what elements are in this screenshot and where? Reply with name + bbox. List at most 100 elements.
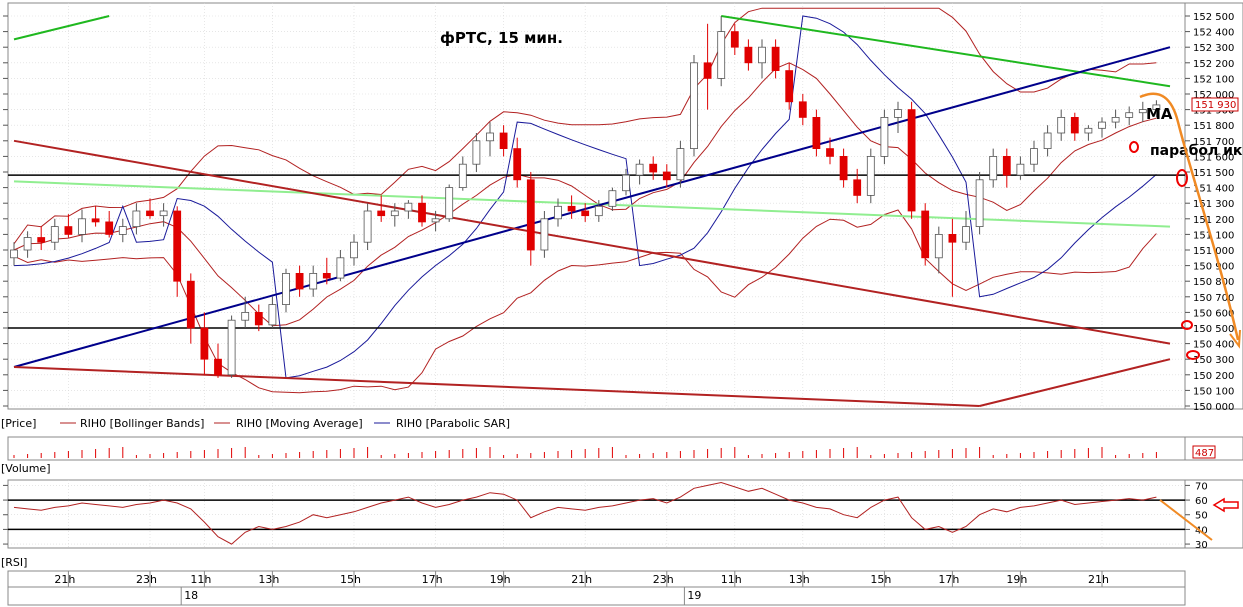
time-tick-label: 19h (1006, 573, 1027, 586)
parabolic-sar-line (13, 15, 1157, 379)
last-price-label: 151 930 (1195, 100, 1236, 111)
rsi-line (13, 481, 1157, 545)
time-axis-ticks: 21h 23h 11h 13h 15h 17h 19h 21h 23h 11h 13h 15h 17h 1… (54, 571, 1109, 605)
time-tick-label: 17h (422, 573, 443, 586)
candle-body (921, 210, 930, 259)
candle-body (676, 148, 685, 181)
candle-body (1125, 112, 1134, 118)
candle-body (186, 280, 195, 329)
price-tick-label: 151 100 (1193, 230, 1234, 241)
price-tick-label: 151 700 (1193, 137, 1234, 148)
candle-body (200, 327, 209, 360)
candle-body (227, 319, 236, 376)
trend-line (13, 366, 980, 407)
time-tick-label: 15h (870, 573, 891, 586)
candle-body (975, 179, 984, 228)
price-tick-label: 152 300 (1193, 43, 1234, 54)
price-tick-label: 152 100 (1193, 74, 1234, 85)
forecast-arrowhead (1229, 329, 1241, 349)
candle-body (962, 226, 970, 243)
candle-body (146, 210, 154, 217)
price-tick-label: 150 600 (1193, 308, 1234, 319)
price-tick-label: 152 200 (1193, 59, 1234, 70)
price-tick-label: 150 300 (1193, 355, 1234, 366)
legend-sar: RIH0 [Parabolic SAR] (396, 417, 510, 430)
candle-body (730, 31, 739, 48)
rsi-tick-label: 70 (1195, 481, 1208, 492)
candle-body (948, 233, 957, 243)
time-tick-label: 21h (571, 573, 592, 586)
forecast-arrow (1139, 92, 1240, 341)
candle-body (336, 257, 345, 279)
candle-body (350, 241, 358, 259)
level-marker-3 (1186, 350, 1200, 360)
candle-body (363, 210, 372, 243)
legend-bb: RIH0 [Bollinger Bands] (80, 417, 204, 430)
price-tick-label: 150 900 (1193, 262, 1234, 273)
candle-body (526, 179, 535, 251)
volume-value-box (1192, 445, 1216, 459)
ma-annotation: МА (1146, 105, 1173, 123)
candle-body (826, 148, 834, 157)
candle-body (159, 210, 168, 217)
candle-body (499, 132, 508, 149)
rsi-forecast-line (1159, 499, 1213, 541)
candle-body (50, 226, 59, 243)
candle-body (513, 148, 522, 181)
rsi-arrow (1212, 497, 1239, 513)
candle-body (309, 272, 318, 290)
candle-body (540, 218, 549, 251)
candle-body (282, 272, 290, 305)
volume-value: 487 (1195, 448, 1214, 459)
trend-line (979, 358, 1171, 407)
candle-body (1016, 163, 1025, 176)
trend-lines (13, 15, 1171, 407)
price-tick-label: 150 700 (1193, 293, 1234, 304)
trend-line (13, 46, 1171, 368)
candle-body (1152, 104, 1161, 110)
candle-body (1002, 155, 1011, 176)
candle-body (486, 132, 494, 142)
candle-body (1111, 117, 1120, 123)
time-tick-label: 17h (938, 573, 959, 586)
time-tick-label: 11h (190, 573, 211, 586)
price-tick-label: 150 100 (1193, 386, 1234, 397)
candle-body (173, 210, 182, 282)
date-tick-label: 19 (687, 589, 701, 602)
time-tick-label: 13h (789, 573, 810, 586)
price-tick-label: 151 500 (1193, 168, 1234, 179)
candle-body (1138, 109, 1147, 114)
candle-body (581, 210, 590, 217)
candle-body (295, 272, 304, 290)
candle-body (431, 218, 440, 223)
candle-body (404, 202, 413, 212)
candle-body (458, 163, 467, 188)
level-marker-2 (1181, 320, 1193, 330)
rsi-label: [RSI] (1, 556, 27, 569)
price-tick-label: 150 800 (1193, 277, 1234, 288)
moving-average (13, 62, 1157, 327)
candle-body (322, 272, 331, 279)
parabolic-sar (13, 15, 1157, 379)
candle-body (812, 117, 821, 150)
legend-ma: RIH0 [Moving Average] (236, 417, 363, 430)
candle-body (105, 221, 114, 235)
candle-body (1030, 148, 1038, 165)
bollinger-upper (13, 7, 1157, 245)
candle-body (934, 233, 943, 259)
candle-body (377, 210, 386, 217)
time-tick-label: 23h (653, 573, 674, 586)
chart-title: фРТС, 15 мин. (440, 29, 563, 47)
candle-body (10, 249, 18, 259)
price-tick-label: 150 000 (1193, 402, 1234, 413)
price-tick-label: 151 400 (1193, 184, 1234, 195)
legend-price: [Price] (1, 417, 36, 430)
volume-label: [Volume] (1, 462, 51, 475)
sar-annotation: парабол ик (1150, 143, 1243, 159)
candle-body (23, 237, 32, 251)
candle-body (91, 218, 100, 223)
price-tick-label: 152 500 (1193, 12, 1234, 23)
candle-body (241, 311, 250, 321)
time-tick-label: 11h (721, 573, 742, 586)
candles (10, 16, 1161, 378)
